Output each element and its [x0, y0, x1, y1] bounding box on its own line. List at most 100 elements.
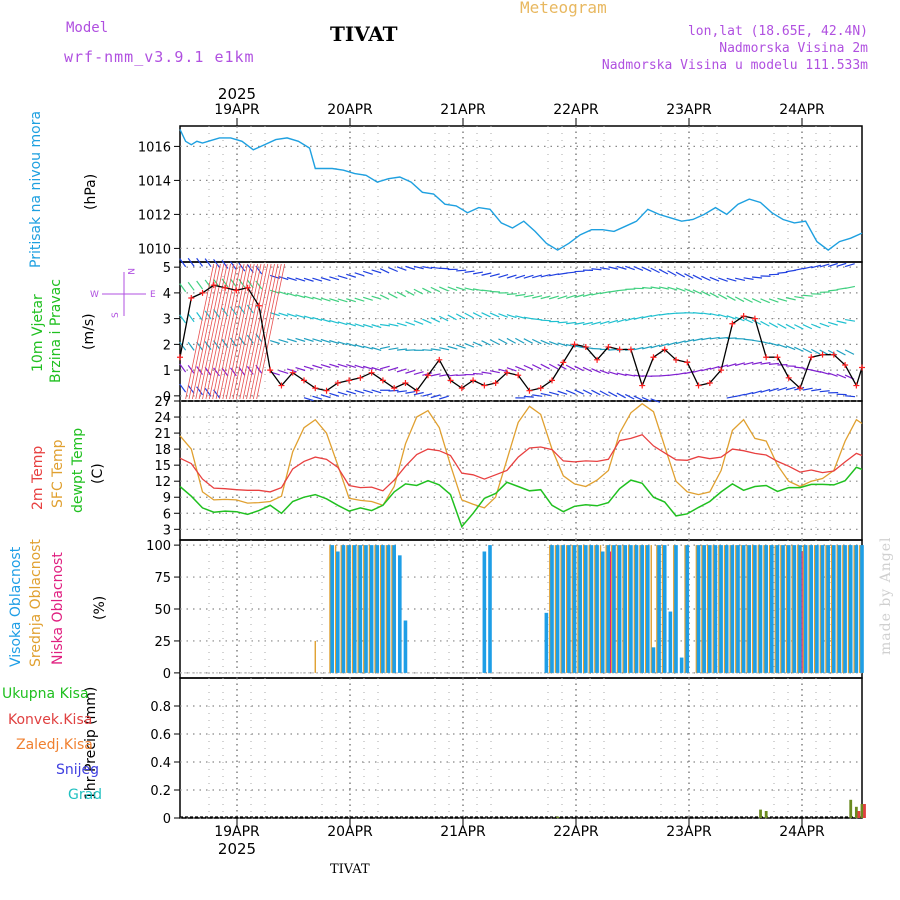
cloud-bar	[712, 545, 714, 673]
wind-barb	[616, 372, 627, 377]
wind-barb	[337, 275, 348, 280]
cloud-bar	[622, 545, 624, 673]
wind-marker	[627, 346, 634, 353]
top-day-label: 22APR	[553, 102, 599, 118]
wind-barb	[481, 340, 491, 346]
wind-barb	[684, 370, 695, 375]
wind-barb	[320, 394, 331, 399]
y-tick-label: 1012	[138, 208, 171, 223]
wind-barb	[523, 395, 534, 398]
wind-barb	[718, 364, 729, 369]
cloud-bar	[674, 545, 678, 673]
wind-barb	[523, 294, 534, 298]
wind-barb	[709, 276, 720, 282]
wind-marker	[379, 377, 386, 384]
wind-barb	[430, 394, 441, 399]
cloud-bar	[820, 545, 825, 673]
wind-barb	[582, 389, 593, 395]
wind-barb	[667, 270, 677, 277]
wind-barb	[379, 294, 390, 300]
compass-w: W	[90, 290, 99, 300]
wind-barb	[828, 289, 839, 292]
wind-barb	[794, 324, 804, 330]
wind-barb	[371, 346, 382, 352]
dewpt-line	[179, 466, 863, 529]
cloud-bar	[797, 545, 799, 673]
wind-barb	[481, 312, 491, 318]
wind-barb	[768, 362, 780, 365]
wind-barb	[312, 364, 323, 369]
wind-barb	[633, 395, 644, 401]
wind-barb	[540, 363, 550, 370]
wind-barb	[658, 286, 669, 290]
cloud-bar	[792, 545, 797, 673]
wind-barb	[760, 320, 770, 327]
cloud-bar	[830, 545, 833, 673]
wind-barb	[582, 321, 593, 326]
wind-barb	[196, 280, 204, 290]
cloud-bar	[633, 545, 636, 673]
wind-barb	[777, 343, 788, 349]
wind-barb	[642, 345, 652, 350]
wind-barb	[506, 293, 517, 296]
wind-barb	[320, 318, 331, 323]
wind-barb	[246, 366, 254, 375]
wind-barb	[836, 373, 847, 379]
wind-barb	[650, 313, 661, 318]
cloud-bar	[381, 545, 385, 673]
cloud-bar	[600, 551, 605, 673]
wind-marker	[199, 289, 206, 296]
wind-barb	[187, 341, 195, 351]
cloud-bar	[819, 545, 822, 673]
wind-marker	[503, 369, 510, 376]
y-tick-label: 0	[163, 812, 171, 827]
wind-marker	[616, 346, 623, 353]
wind-barb	[346, 273, 357, 278]
cloud-bar	[770, 545, 774, 673]
wind-marker	[830, 351, 837, 358]
cloud-bar	[718, 545, 720, 673]
wind-barb	[616, 318, 627, 323]
bottom-day-label: 24APR	[779, 824, 825, 840]
cloud-bar	[679, 657, 684, 673]
legend-zaledj-kisa: Zaledj.Kisa	[16, 737, 93, 753]
cloud-bar	[606, 545, 611, 673]
wind-marker	[233, 287, 240, 294]
wind-barb	[396, 348, 408, 351]
wind-barb	[447, 374, 458, 377]
wind-barb	[709, 312, 720, 317]
wind-barb	[303, 397, 314, 402]
wind-barb	[430, 286, 441, 293]
wind-barb	[312, 277, 323, 282]
wind-barb	[447, 314, 457, 321]
wind-hatch	[235, 263, 265, 400]
y-tick-label: 1	[163, 364, 171, 379]
wind-barb	[506, 367, 517, 372]
wind-barb	[286, 292, 297, 297]
cloud-bar	[571, 545, 574, 673]
wind-marker	[177, 354, 183, 361]
wind-barb	[498, 274, 509, 278]
wind-barb	[439, 286, 449, 292]
cloud-bar	[685, 545, 690, 673]
wind-barb	[472, 271, 484, 275]
wind-barb	[675, 271, 686, 278]
wind-barb	[549, 391, 559, 396]
y-tick-label: 0	[163, 667, 171, 682]
wind-barb	[270, 312, 280, 317]
cloud-bar	[802, 545, 805, 673]
wind-barb	[346, 342, 357, 347]
cloud-bar	[544, 612, 549, 673]
wind-barb	[515, 365, 525, 371]
cloud-bar	[380, 545, 382, 673]
wind-barb	[286, 276, 297, 282]
cloud-bar	[791, 545, 793, 673]
wind-barb	[413, 265, 424, 270]
wind-barb	[396, 390, 408, 393]
wind-barb	[213, 367, 220, 377]
wind-marker	[188, 295, 195, 302]
legend-konvek-kisa: Konvek.Kisa	[8, 712, 93, 728]
wind-barb	[456, 374, 467, 377]
lonlat-label: lon,lat (18.65E, 42.4N)	[687, 24, 868, 39]
